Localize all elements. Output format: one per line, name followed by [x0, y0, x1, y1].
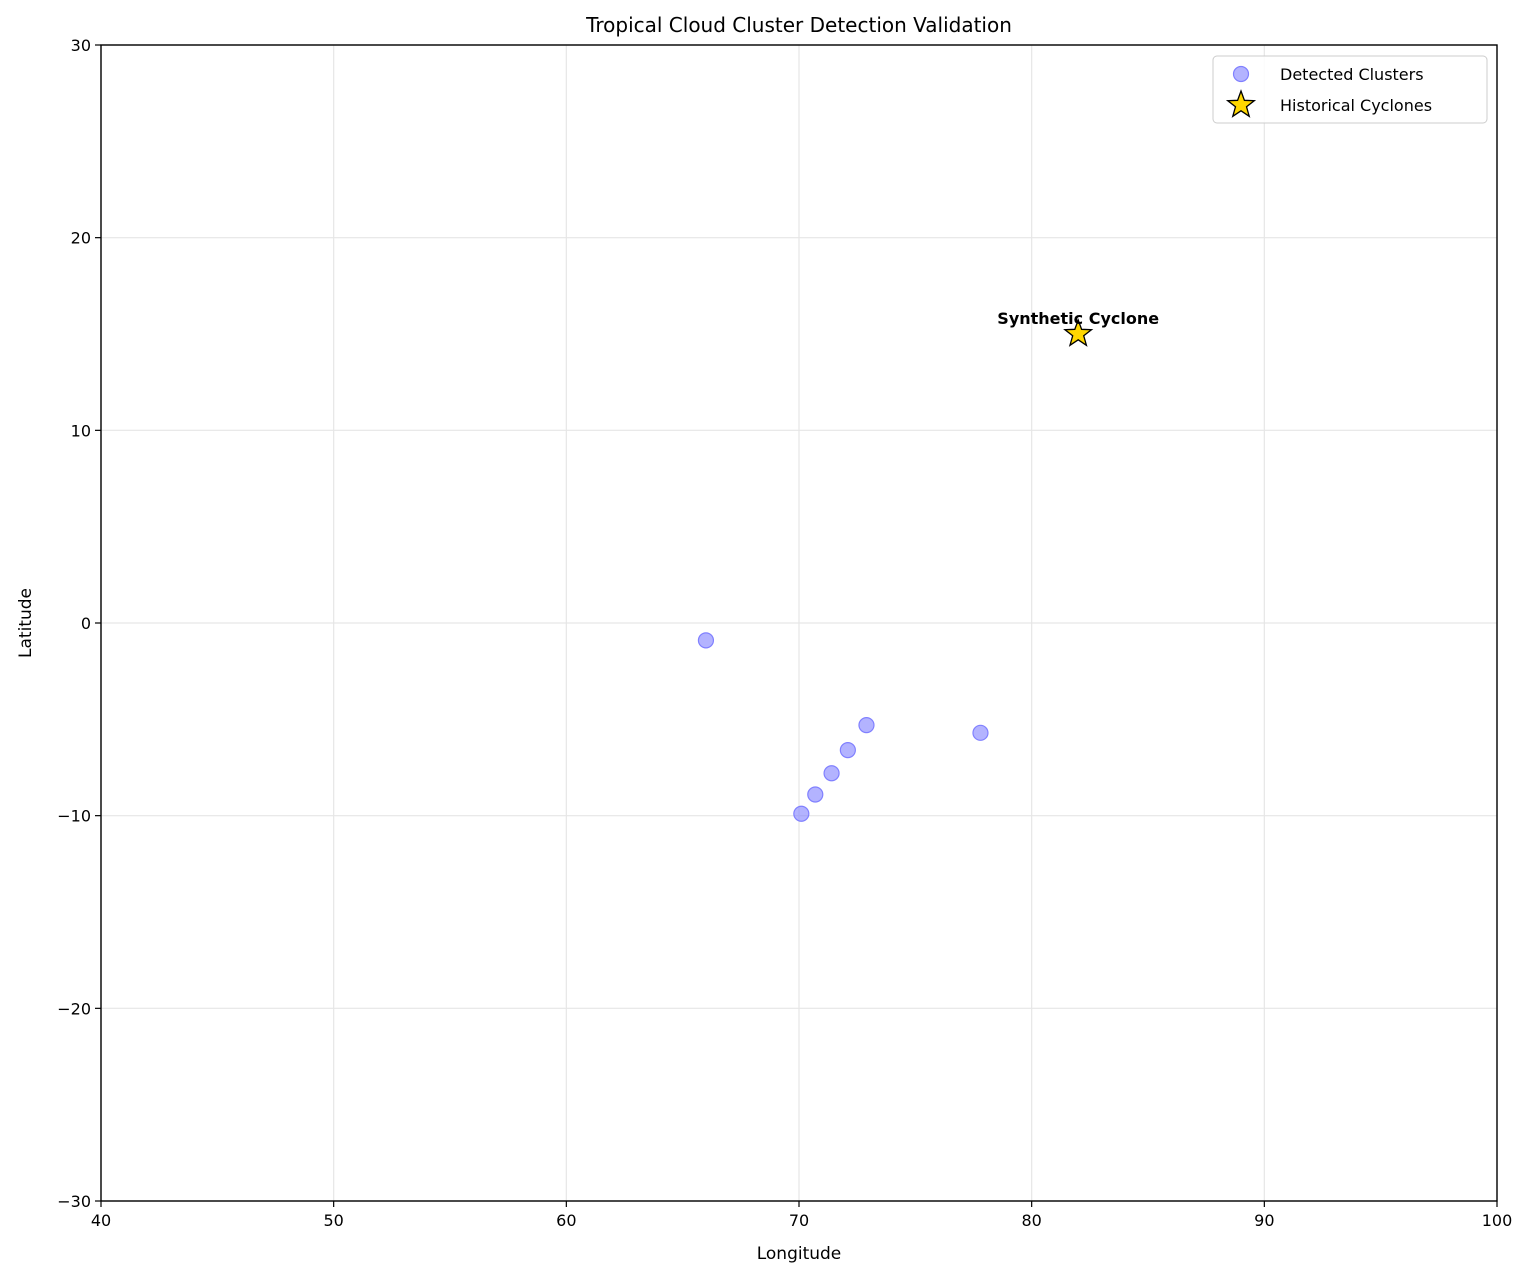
- cluster-point: [973, 725, 988, 740]
- x-tick-label: 100: [1482, 1211, 1513, 1230]
- y-tick-label: −20: [57, 999, 91, 1018]
- x-tick-label: 60: [556, 1211, 576, 1230]
- x-tick-label: 90: [1254, 1211, 1274, 1230]
- x-axis-label: Longitude: [757, 1244, 842, 1264]
- legend: Detected Clusters Historical Cyclones: [1213, 56, 1487, 123]
- y-tick-label: 30: [71, 36, 91, 55]
- y-axis-label: Latitude: [16, 588, 36, 658]
- cluster-point: [859, 718, 874, 733]
- cluster-point: [808, 787, 823, 802]
- legend-label: Detected Clusters: [1280, 65, 1424, 84]
- y-tick-label: 20: [71, 229, 91, 248]
- y-tick-label: −30: [57, 1192, 91, 1211]
- cluster-point: [840, 743, 855, 758]
- x-tick-label: 80: [1021, 1211, 1041, 1230]
- cluster-point: [698, 633, 713, 648]
- x-tick-label: 40: [91, 1211, 111, 1230]
- legend-label: Historical Cyclones: [1280, 96, 1432, 115]
- y-tick-label: −10: [57, 807, 91, 826]
- y-tick-label: 10: [71, 421, 91, 440]
- cyclone-annotation: Synthetic Cyclone: [997, 309, 1159, 328]
- chart-title: Tropical Cloud Cluster Detection Validat…: [585, 13, 1012, 37]
- cluster-point: [824, 766, 839, 781]
- y-tick-label: 0: [81, 614, 91, 633]
- x-tick-label: 70: [789, 1211, 809, 1230]
- legend-marker-clusters: [1234, 67, 1249, 82]
- cluster-point: [794, 806, 809, 821]
- x-tick-label: 50: [323, 1211, 343, 1230]
